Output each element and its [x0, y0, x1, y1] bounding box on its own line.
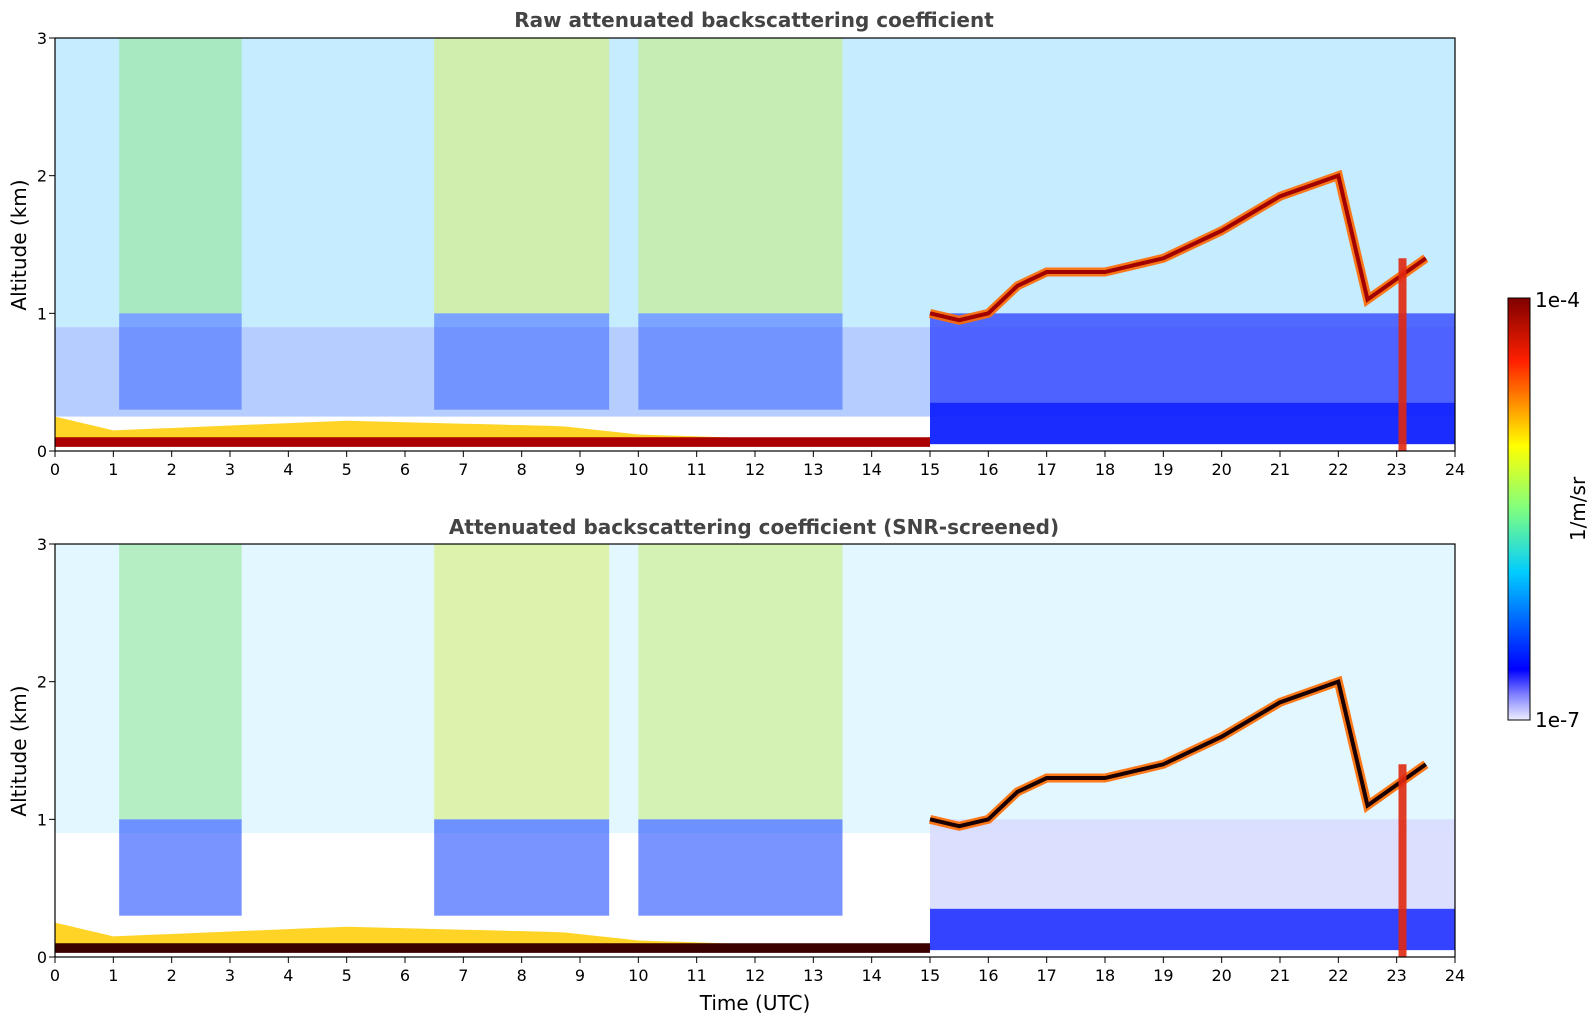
mixed-layer-base — [930, 402, 1455, 445]
x-tick-label: 20 — [1211, 966, 1231, 985]
colorbar-label: 1/m/sr — [1566, 476, 1590, 541]
aerosol-plume-base — [119, 313, 242, 410]
x-tick-label: 12 — [745, 966, 765, 985]
x-tick-label: 11 — [686, 966, 706, 985]
x-tick-label: 19 — [1153, 460, 1173, 479]
x-tick-label: 4 — [283, 966, 293, 985]
colorbar: 1e-4 1e-7 1/m/sr — [1507, 288, 1590, 732]
aerosol-plume-base — [434, 819, 610, 916]
aerosol-plume-base — [638, 313, 843, 410]
y-tick-label: 3 — [37, 29, 47, 48]
x-tick-label: 21 — [1270, 966, 1290, 985]
x-tick-label: 5 — [342, 966, 352, 985]
x-tick-label: 13 — [803, 966, 823, 985]
x-tick-label: 1 — [108, 460, 118, 479]
heatmap-plot — [55, 38, 1455, 451]
aerosol-plume-base — [434, 313, 610, 410]
precipitation-streak — [1398, 764, 1407, 957]
chart-title: Attenuated backscattering coefficient (S… — [449, 515, 1059, 539]
aerosol-plume — [638, 544, 843, 820]
aerosol-plume — [434, 38, 610, 314]
panel-raw: Raw attenuated backscattering coefficien… — [7, 8, 1465, 479]
x-tick-label: 0 — [50, 460, 60, 479]
x-tick-label: 17 — [1036, 966, 1056, 985]
x-tick-label: 14 — [861, 460, 881, 479]
x-tick-label: 16 — [978, 966, 998, 985]
x-tick-label: 14 — [861, 966, 881, 985]
x-tick-label: 15 — [920, 966, 940, 985]
y-tick-label: 3 — [37, 535, 47, 554]
x-tick-label: 19 — [1153, 966, 1173, 985]
mixed-layer-base — [930, 908, 1455, 951]
x-tick-label: 12 — [745, 460, 765, 479]
y-tick-label: 1 — [37, 810, 47, 829]
aerosol-plume — [638, 38, 843, 314]
colorbar-gradient — [1507, 297, 1531, 721]
x-tick-label: 6 — [400, 966, 410, 985]
x-tick-label: 7 — [458, 966, 468, 985]
aerosol-plume-base — [119, 819, 242, 916]
y-axis: 0 1 2 3 — [37, 535, 55, 967]
x-tick-label: 16 — [978, 460, 998, 479]
precipitation-streak — [1398, 258, 1407, 451]
x-tick-label: 13 — [803, 460, 823, 479]
y-tick-label: 1 — [37, 304, 47, 323]
aerosol-plume — [119, 38, 242, 314]
x-tick-label: 17 — [1036, 460, 1056, 479]
x-tick-label: 2 — [167, 966, 177, 985]
x-tick-label: 8 — [517, 966, 527, 985]
surface-layer — [55, 437, 930, 447]
colorbar-min-label: 1e-7 — [1535, 708, 1580, 732]
panel-snr-screened: Attenuated backscattering coefficient (S… — [7, 515, 1465, 1015]
x-tick-label: 8 — [517, 460, 527, 479]
aerosol-plume — [119, 544, 242, 820]
x-tick-label: 11 — [686, 460, 706, 479]
x-tick-label: 6 — [400, 460, 410, 479]
x-tick-label: 18 — [1095, 460, 1115, 479]
x-tick-label: 22 — [1328, 966, 1348, 985]
x-tick-label: 23 — [1386, 460, 1406, 479]
y-axis-label: Altitude (km) — [7, 179, 31, 310]
cloud-layer — [929, 173, 1427, 323]
y-tick-label: 2 — [37, 673, 47, 692]
y-tick-label: 2 — [37, 167, 47, 186]
x-tick-label: 21 — [1270, 460, 1290, 479]
x-tick-label: 15 — [920, 460, 940, 479]
surface-layer — [55, 943, 930, 953]
colorbar-max-label: 1e-4 — [1535, 288, 1580, 312]
aerosol-plume-base — [638, 819, 843, 916]
x-tick-label: 18 — [1095, 966, 1115, 985]
chart-title: Raw attenuated backscattering coefficien… — [514, 8, 994, 32]
y-tick-label: 0 — [37, 948, 47, 967]
y-axis: 0 1 2 3 — [37, 29, 55, 461]
heatmap-plot — [55, 544, 1455, 957]
x-tick-label: 7 — [458, 460, 468, 479]
x-tick-label: 10 — [628, 460, 648, 479]
y-axis-label: Altitude (km) — [7, 685, 31, 816]
x-axis-label: Time (UTC) — [699, 991, 811, 1015]
x-tick-label: 24 — [1445, 460, 1465, 479]
x-tick-label: 5 — [342, 460, 352, 479]
x-tick-label: 10 — [628, 966, 648, 985]
x-tick-label: 24 — [1445, 966, 1465, 985]
x-axis: 0 1 2 3 4 5 6 7 8 9 10 11 12 13 14 15 16 17 18 19 20 21 22 23 24 — [50, 451, 1465, 479]
x-tick-label: 22 — [1328, 460, 1348, 479]
boundary-layer — [55, 922, 930, 951]
x-tick-label: 9 — [575, 460, 585, 479]
x-tick-label: 0 — [50, 966, 60, 985]
x-tick-label: 2 — [167, 460, 177, 479]
x-tick-label: 3 — [225, 460, 235, 479]
x-axis: 0 1 2 3 4 5 6 7 8 9 10 11 12 13 14 15 16 17 18 19 20 21 22 23 24 — [50, 957, 1465, 985]
x-tick-label: 9 — [575, 966, 585, 985]
y-tick-label: 0 — [37, 442, 47, 461]
cloud-layer — [929, 679, 1427, 829]
x-tick-label: 20 — [1211, 460, 1231, 479]
x-tick-label: 23 — [1386, 966, 1406, 985]
x-tick-label: 1 — [108, 966, 118, 985]
x-tick-label: 4 — [283, 460, 293, 479]
x-tick-label: 3 — [225, 966, 235, 985]
aerosol-plume — [434, 544, 610, 820]
